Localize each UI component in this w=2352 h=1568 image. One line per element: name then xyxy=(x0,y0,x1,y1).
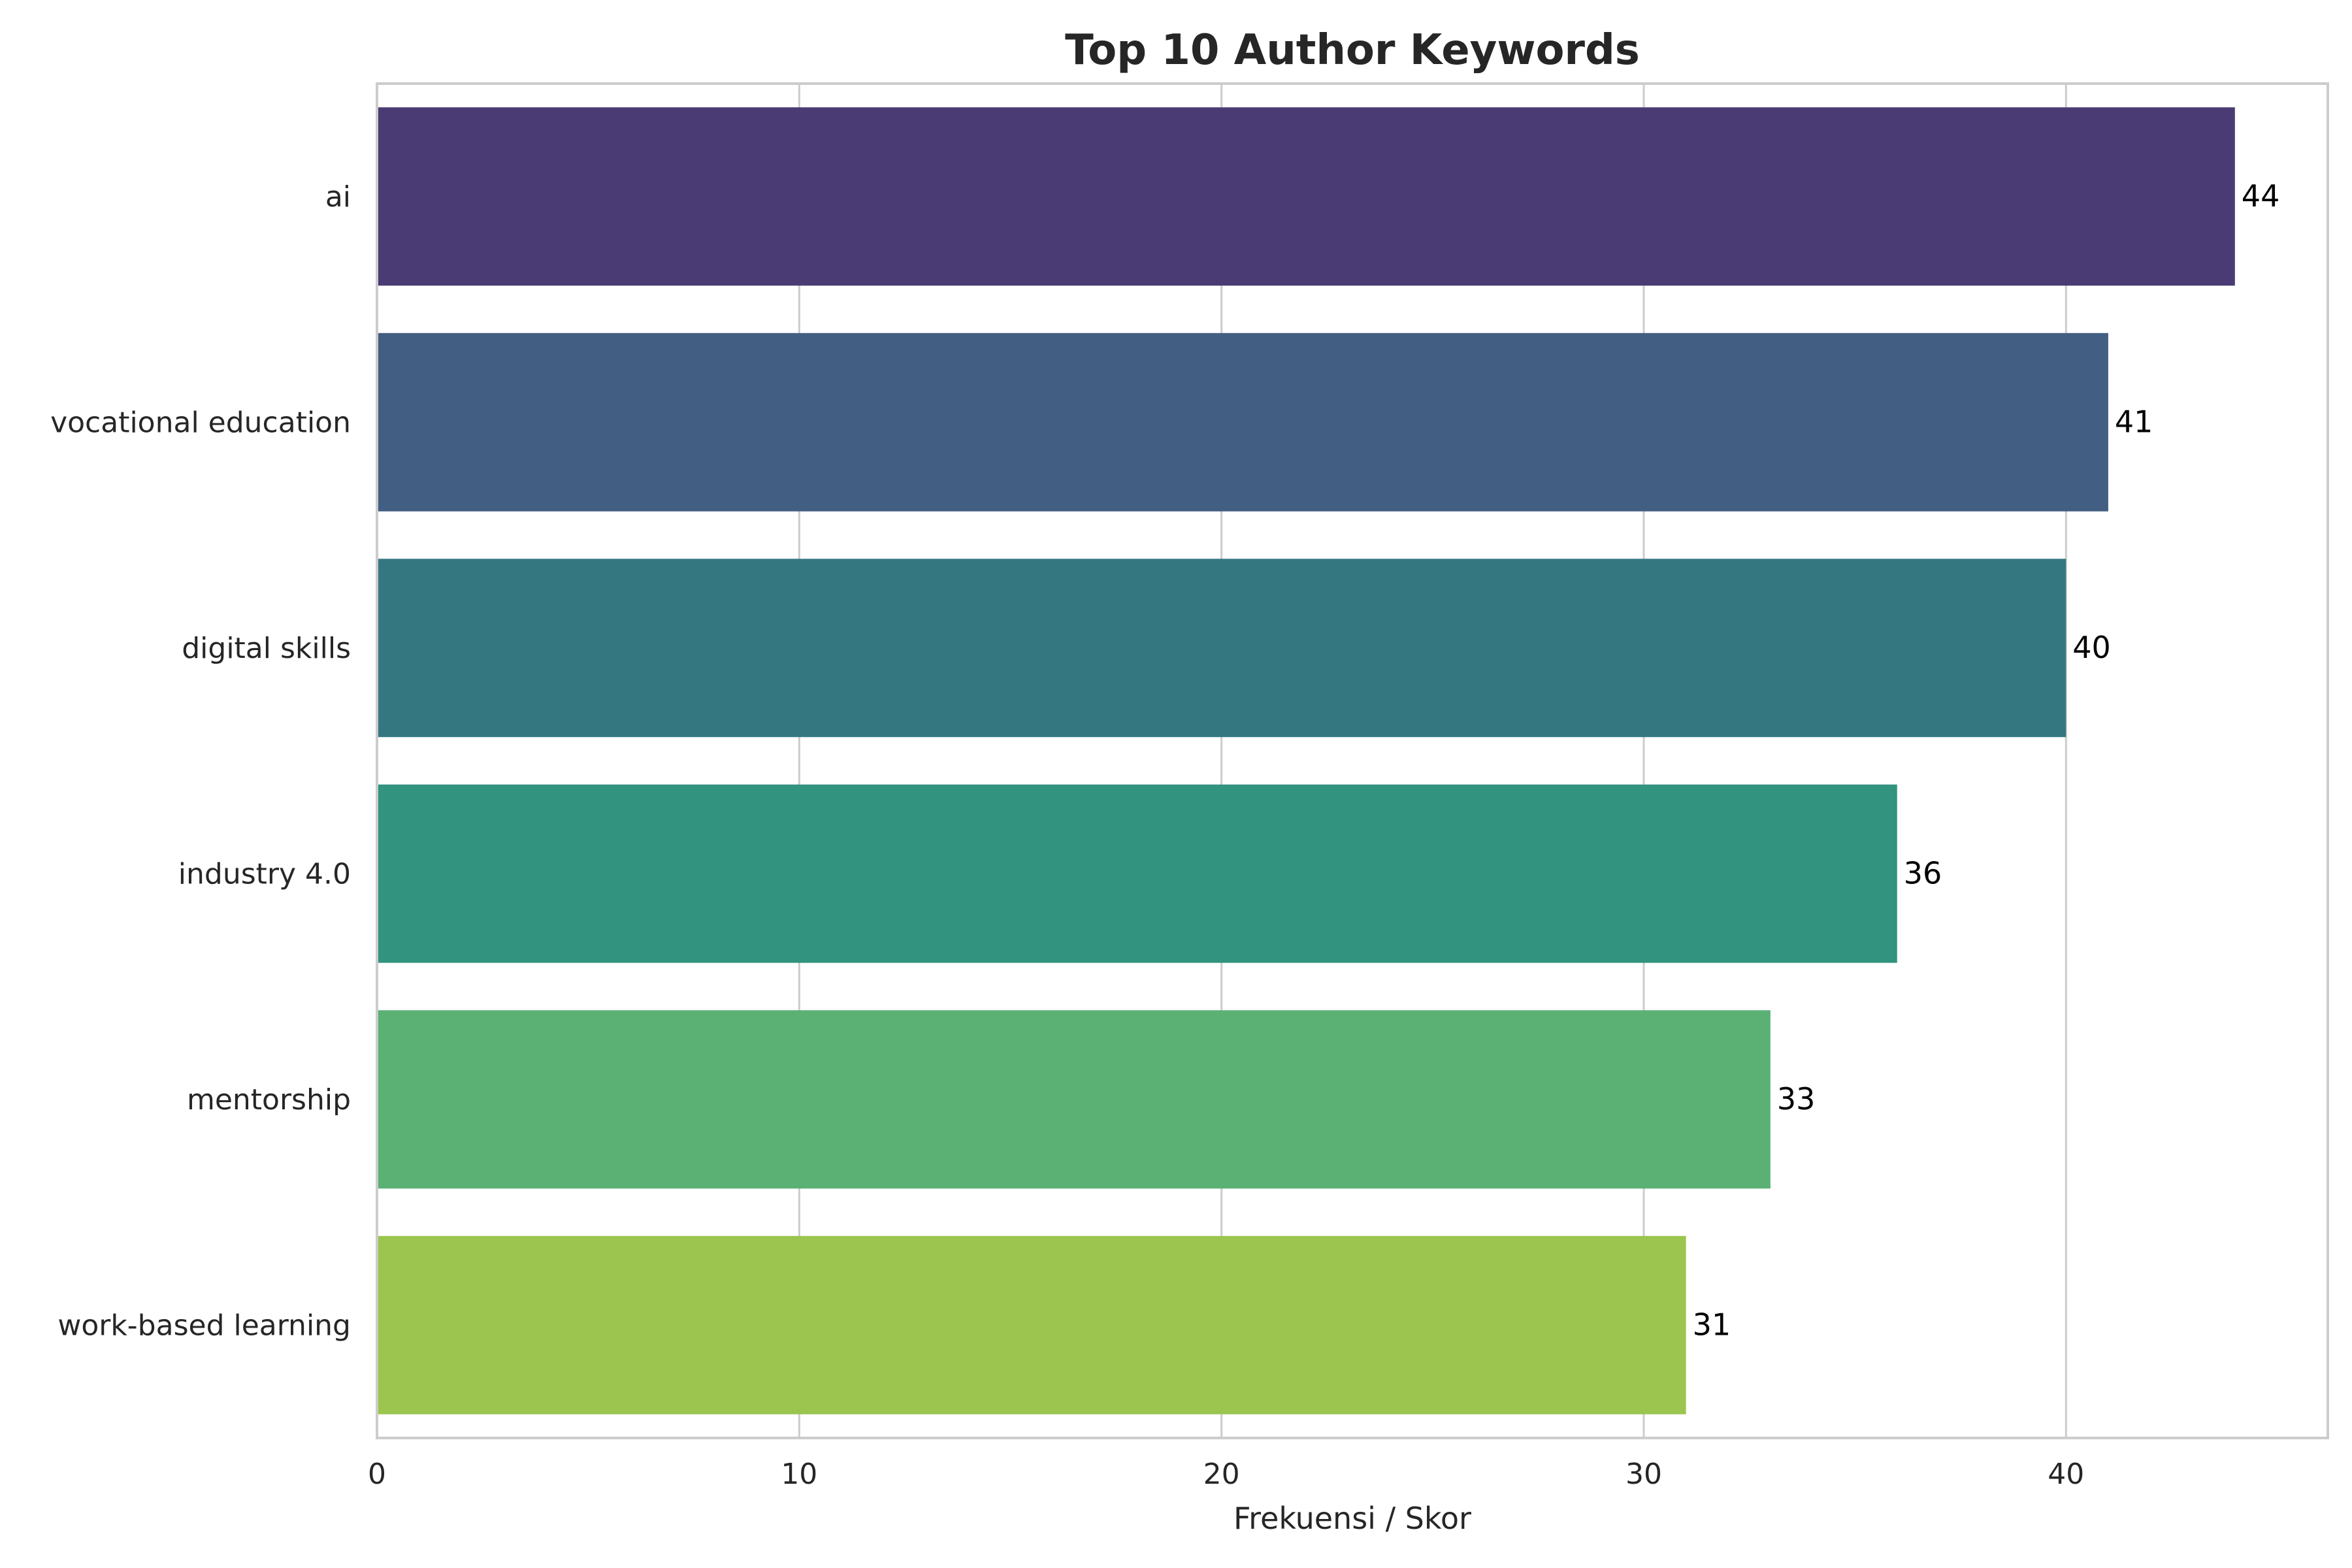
x-tick-label: 20 xyxy=(1203,1458,1240,1491)
data-label: 33 xyxy=(1777,1081,1816,1117)
x-tick-label: 10 xyxy=(781,1458,817,1491)
plot-frame xyxy=(376,82,2329,1439)
bar xyxy=(377,559,2066,738)
y-tick-label: ai xyxy=(325,180,351,214)
data-labels: 44 41 40 36 33 31 xyxy=(1693,178,2280,1343)
data-label: 41 xyxy=(2115,404,2153,439)
bar xyxy=(377,333,2108,512)
data-label: 44 xyxy=(2242,178,2280,214)
y-tick-labels: ai vocational education digital skills indu… xyxy=(50,180,351,1343)
bars xyxy=(377,107,2235,1414)
bar xyxy=(377,1010,1771,1189)
x-tick-labels: 0 10 20 30 40 xyxy=(368,1458,2084,1491)
x-tick-label: 40 xyxy=(2048,1458,2084,1491)
gridlines xyxy=(376,84,2067,1438)
data-label: 31 xyxy=(1693,1307,1731,1342)
bar xyxy=(377,107,2235,286)
y-tick-label: mentorship xyxy=(187,1083,351,1117)
bar xyxy=(377,1235,1686,1414)
x-axis-label: Frekuensi / Skor xyxy=(1233,1501,1471,1536)
y-tick-label: digital skills xyxy=(182,632,351,665)
data-label: 40 xyxy=(2072,630,2111,665)
x-tick-label: 30 xyxy=(1625,1458,1662,1491)
data-label: 36 xyxy=(1904,855,1942,890)
y-tick-label: work-based learning xyxy=(57,1309,351,1342)
chart-title: Top 10 Author Keywords xyxy=(1065,26,1640,74)
x-tick-label: 0 xyxy=(368,1458,386,1491)
y-tick-label: vocational education xyxy=(50,406,351,439)
y-tick-label: industry 4.0 xyxy=(178,857,351,890)
bar xyxy=(377,784,1897,963)
